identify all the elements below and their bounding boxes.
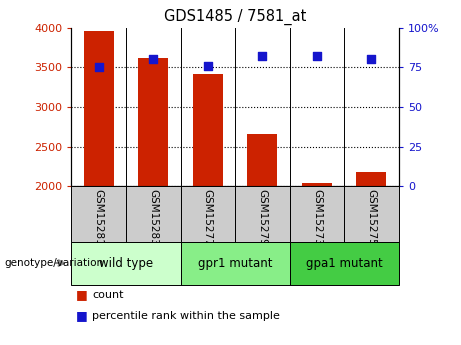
- Text: GSM15273: GSM15273: [312, 189, 322, 246]
- Text: gpa1 mutant: gpa1 mutant: [306, 257, 383, 269]
- Point: [259, 53, 266, 59]
- Text: GSM15279: GSM15279: [257, 189, 267, 246]
- Text: ■: ■: [76, 309, 88, 322]
- Bar: [290, 241, 399, 285]
- Bar: [356, 172, 386, 186]
- Point: [313, 53, 321, 59]
- Text: GSM15283: GSM15283: [148, 189, 158, 246]
- Text: wild type: wild type: [99, 257, 153, 269]
- Point: [149, 57, 157, 62]
- Bar: [193, 73, 223, 186]
- Bar: [71, 186, 126, 242]
- Point: [368, 57, 375, 62]
- Text: count: count: [92, 290, 124, 300]
- Text: GSM15275: GSM15275: [366, 189, 377, 246]
- Point: [204, 63, 212, 68]
- Bar: [235, 186, 290, 242]
- Bar: [126, 186, 181, 242]
- Bar: [84, 31, 114, 186]
- Text: genotype/variation: genotype/variation: [5, 258, 104, 268]
- Text: GSM15277: GSM15277: [203, 189, 213, 246]
- Text: ■: ■: [76, 288, 88, 302]
- Point: [95, 65, 102, 70]
- Bar: [344, 186, 399, 242]
- Text: GSM15281: GSM15281: [94, 189, 104, 246]
- Title: GDS1485 / 7581_at: GDS1485 / 7581_at: [164, 9, 306, 25]
- Bar: [71, 241, 181, 285]
- Text: gpr1 mutant: gpr1 mutant: [198, 257, 272, 269]
- Bar: [302, 183, 332, 186]
- Bar: [138, 58, 168, 186]
- Text: percentile rank within the sample: percentile rank within the sample: [92, 311, 280, 321]
- Bar: [181, 186, 235, 242]
- Bar: [290, 186, 344, 242]
- Bar: [248, 134, 278, 186]
- Bar: [181, 241, 290, 285]
